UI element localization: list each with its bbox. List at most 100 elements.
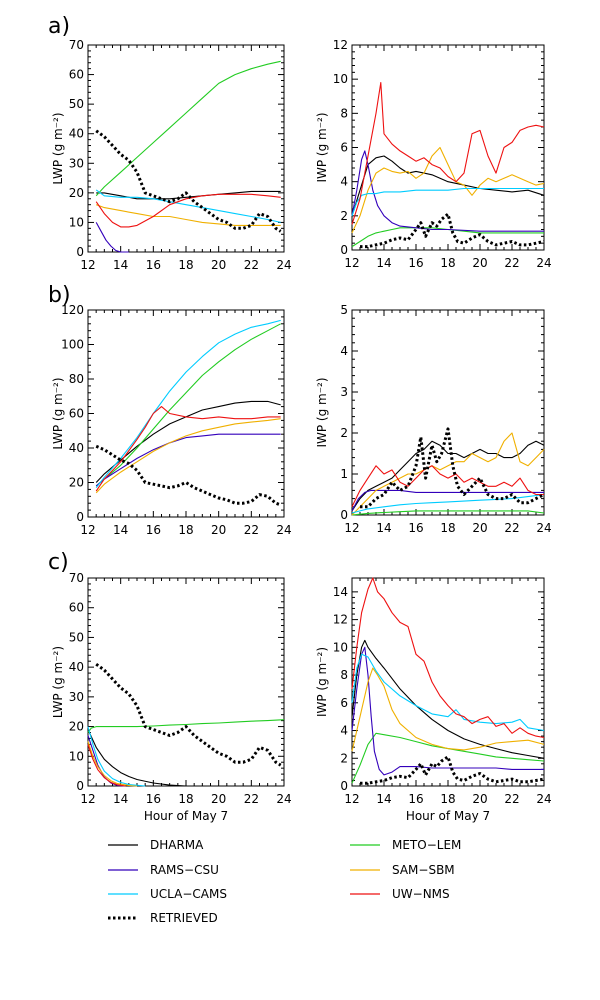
plot-b-lwp: 12 14 16 18 20 22 24 0 20 40 60 80 100 120 LWP (g m⁻²) [51,303,292,537]
plot-frame [87,44,285,253]
x-tick-label: 14 [113,523,128,537]
series-line-retrieved [95,129,282,233]
x-tick-label: 20 [472,521,487,535]
series-line-sam-sbm [95,418,281,494]
x-tick-label: 16 [408,521,423,535]
series-line-dharma [351,440,545,512]
y-tick-label: 10 [69,215,84,229]
x-tick-label: 18 [178,523,193,537]
y-tick-label: 4 [340,344,348,358]
series-line-meto-lem [95,323,281,487]
x-tick-label: 18 [178,258,193,272]
x-tick-label: 16 [408,256,423,270]
series-line-rams-csu [351,150,544,232]
x-tick-label: 24 [536,792,551,806]
series-line-uw-nms [351,82,545,225]
x-tick-label: 22 [244,258,259,272]
series-line-ucla-cams [351,493,545,514]
x-tick-label: 14 [113,258,128,272]
y-tick-label: 80 [69,372,84,386]
series-line-sam-sbm [96,204,281,226]
series-line-retrieved [360,427,545,509]
x-tick-label: 16 [146,792,161,806]
panel-label-a: a) [48,14,70,39]
series-line-uw-nms [95,193,281,228]
series-line-rams-csu [351,489,544,512]
series-line-rams-csu [95,222,129,253]
series-line-ucla-cams [87,726,146,787]
plot-frame [87,577,285,787]
x-tick-label: 24 [536,521,551,535]
legend-label: SAM−SBM [392,863,455,877]
x-tick-label: 24 [536,256,551,270]
x-tick-label: 12 [344,521,359,535]
legend-label: DHARMA [150,838,204,852]
series-line-retrieved [360,755,545,785]
legend-label: RAMS−CSU [150,863,219,877]
legend-item-meto-lem: METO−LEM [350,838,461,852]
panel-labels: a) b) c) [48,14,71,575]
x-tick-label: 12 [344,792,359,806]
series-line-dharma [87,729,187,787]
series-line-retrieved [95,444,282,507]
x-tick-label: 12 [80,258,95,272]
legend-label: UW−NMS [392,887,450,901]
legend-item-dharma: DHARMA [108,838,204,852]
x-tick-label: 24 [276,523,291,537]
y-axis-label: IWP (g m⁻²) [315,377,329,447]
series-line-uw-nms [95,406,281,492]
series-line-dharma [96,190,281,200]
x-tick-label: 14 [376,521,391,535]
legend-label: UCLA−CAMS [150,887,227,901]
x-axis-label: Hour of May 7 [406,809,490,823]
y-tick-label: 8 [340,668,348,682]
x-axis-label: Hour of May 7 [144,809,228,823]
plot-c-lwp: 12 14 16 18 20 22 24 0 10 20 30 40 50 60 70 LWP (g m⁻²)… [51,571,292,823]
x-tick-label: 18 [440,256,455,270]
series-line-ucla-cams [95,189,281,223]
y-tick-label: 6 [340,696,348,710]
y-tick-label: 30 [69,690,84,704]
legend-item-uw-nms: UW−NMS [350,887,450,901]
series-line-uw-nms [87,744,126,787]
y-tick-label: 2 [340,751,348,765]
x-tick-label: 20 [211,792,226,806]
y-tick-label: 8 [340,106,348,120]
series-line-meto-lem [351,510,545,516]
series-line-retrieved [95,662,282,767]
series-line-uw-nms [351,465,544,508]
x-tick-label: 24 [276,258,291,272]
plot-a-lwp: 12 14 16 18 20 22 24 0 10 20 30 40 50 60 70 LWP (g m⁻²) [51,38,292,272]
x-tick-label: 18 [440,792,455,806]
x-tick-label: 16 [408,792,423,806]
y-tick-label: 5 [340,303,348,317]
y-tick-label: 3 [340,385,348,399]
series-line-meto-lem [95,60,281,197]
x-tick-label: 16 [146,523,161,537]
x-tick-label: 14 [376,256,391,270]
y-tick-label: 10 [69,749,84,763]
y-tick-label: 20 [69,186,84,200]
series-line-uw-nms [351,577,545,739]
y-tick-label: 70 [69,38,84,52]
legend-item-retrieved: RETRIEVED [108,911,218,925]
x-tick-label: 22 [244,523,259,537]
x-tick-label: 18 [178,792,193,806]
panel-label-b: b) [48,283,71,308]
series-line-sam-sbm [351,432,545,516]
x-tick-label: 22 [244,792,259,806]
series-line-ucla-cams [351,187,544,216]
series-line-rams-csu [95,433,281,487]
y-tick-label: 0 [76,779,84,793]
x-tick-label: 14 [376,792,391,806]
y-tick-label: 30 [69,156,84,170]
x-tick-label: 12 [80,792,95,806]
x-tick-label: 16 [146,258,161,272]
y-tick-label: 2 [340,426,348,440]
legend-item-sam-sbm: SAM−SBM [350,863,455,877]
x-tick-label: 12 [80,523,95,537]
y-tick-label: 40 [69,660,84,674]
